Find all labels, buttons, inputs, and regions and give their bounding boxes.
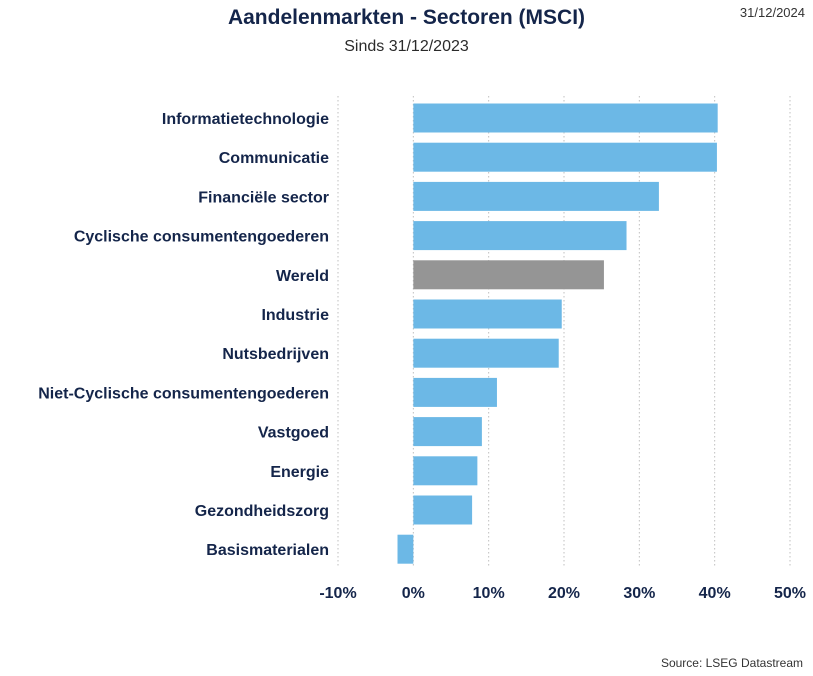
category-label-industrie: Industrie [261,307,329,324]
category-labels: Informatietechnologie Communicatie Financi… [38,111,329,559]
chart-title: Aandelenmarkten - Sectoren (MSCI) [227,6,586,29]
report-date: 31/12/2024 [739,5,805,20]
x-axis-tick-labels: -10% 0% 10% 20% 30% 40% 50% [319,585,806,602]
bar-gezondheidszorg [413,495,473,525]
x-tick-label: 40% [699,585,731,602]
x-tick-label: 0% [402,585,425,602]
bars [397,103,718,564]
x-tick-label: -10% [319,585,356,602]
category-label-niet-cyclische-consumentengoederen: Niet-Cyclische consumentengoederen [38,385,329,402]
chart-subtitle: Sinds 31/12/2023 [344,38,469,55]
gridlines [337,96,791,568]
category-label-cyclische-consumentengoederen: Cyclische consumentengoederen [74,229,329,246]
category-label-basismaterialen: Basismaterialen [206,542,329,559]
x-tick-label: 30% [623,585,655,602]
category-label-vastgoed: Vastgoed [258,425,329,442]
bar-industrie [413,299,562,329]
category-label-gezondheidszorg: Gezondheidszorg [195,503,329,520]
bar-basismaterialen [397,534,414,564]
x-tick-label: 20% [548,585,580,602]
bar-nutsbedrijven [413,338,559,368]
x-tick-label: 50% [774,585,806,602]
bar-informatietechnologie [413,103,718,133]
x-tick-label: 10% [473,585,505,602]
category-label-nutsbedrijven: Nutsbedrijven [222,346,329,363]
category-label-financiele-sector: Financiële sector [198,189,329,206]
bar-financiele-sector [413,181,659,211]
category-label-communicatie: Communicatie [219,150,329,167]
bar-vastgoed [413,417,482,447]
bar-niet-cyclische-consumentengoederen [413,377,497,407]
category-label-informatietechnologie: Informatietechnologie [162,111,329,128]
source-note: Source: LSEG Datastream [660,656,803,670]
category-label-energie: Energie [270,464,329,481]
bar-wereld [413,260,604,290]
category-label-wereld: Wereld [276,268,329,285]
bar-communicatie [413,142,717,172]
bar-cyclische-consumentengoederen [413,221,627,251]
bar-energie [413,456,478,486]
